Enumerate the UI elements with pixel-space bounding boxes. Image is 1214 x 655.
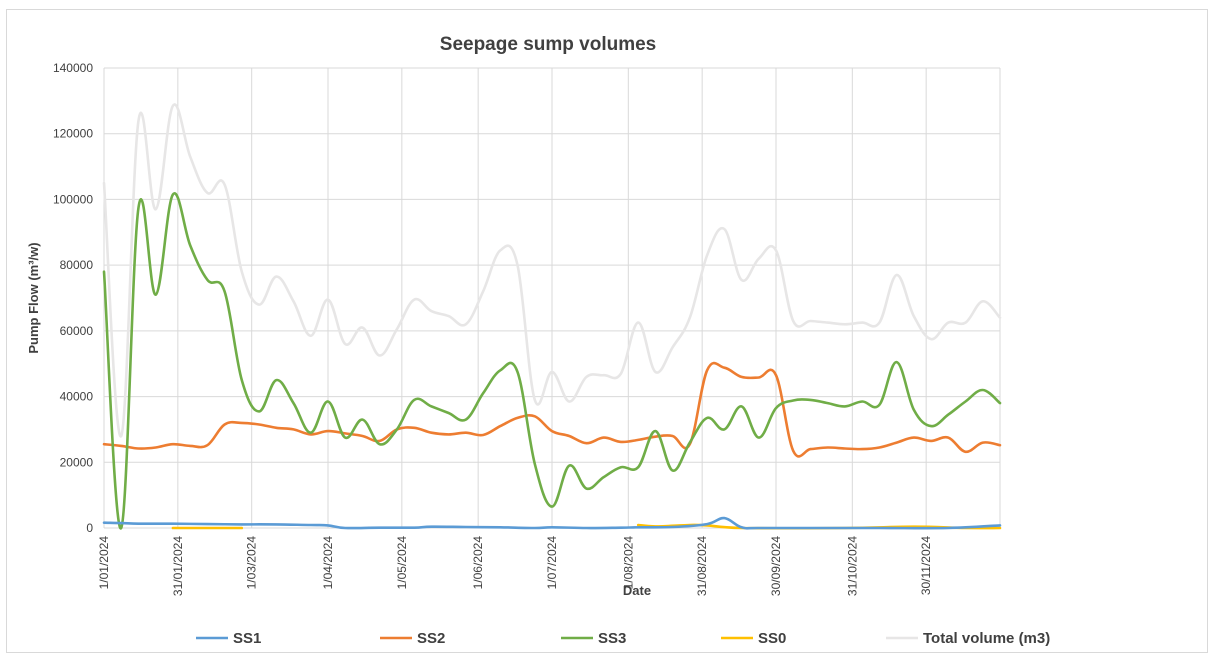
x-tick-label: 1/05/2024 [395, 536, 409, 590]
legend-label-ss0: SS0 [758, 630, 786, 647]
legend-label-ss2: SS2 [417, 630, 445, 647]
y-tick-label: 0 [86, 521, 93, 535]
y-tick-label: 120000 [53, 127, 93, 141]
y-tick-label: 140000 [53, 61, 93, 75]
y-axis-ticks: 0 20000 40000 60000 80000 100000 120000 140000 [53, 61, 93, 535]
x-tick-label: 1/08/2024 [621, 536, 635, 590]
x-axis-title: Date [623, 583, 651, 598]
x-tick-label: 1/06/2024 [471, 536, 485, 590]
series-lines [102, 103, 1002, 530]
series-line-total-volume-m3 [102, 103, 1002, 438]
y-tick-label: 40000 [60, 390, 94, 404]
legend-label-total-volume-m3: Total volume (m3) [923, 630, 1050, 647]
legend-label-ss3: SS3 [598, 630, 626, 647]
chart-title: Seepage sump volumes [440, 34, 656, 55]
y-tick-label: 100000 [53, 192, 93, 206]
x-tick-label: 1/01/2024 [97, 536, 111, 590]
x-tick-label: 30/09/2024 [769, 536, 783, 596]
y-tick-label: 20000 [60, 455, 94, 469]
series-line-ss1 [102, 516, 1002, 530]
legend: SS1 SS2 SS3 SS0 Total volume (m3) [196, 630, 1050, 647]
x-tick-label: 31/10/2024 [845, 536, 859, 596]
y-tick-label: 60000 [60, 324, 94, 338]
x-axis-ticks: 1/01/2024 31/01/2024 1/03/2024 1/04/2024 1/0… [97, 536, 933, 596]
y-axis-title: Pump Flow (m³/w) [26, 242, 41, 353]
series-line-ss2 [102, 361, 1002, 458]
x-tick-label: 31/08/2024 [695, 536, 709, 596]
legend-label-ss1: SS1 [233, 630, 261, 647]
x-tick-label: 1/03/2024 [245, 536, 259, 590]
x-tick-label: 30/11/2024 [919, 536, 933, 595]
series-line-ss3 [102, 192, 1002, 530]
x-tick-label: 31/01/2024 [171, 536, 185, 596]
gridlines [103, 67, 1001, 528]
x-tick-label: 1/04/2024 [321, 536, 335, 590]
x-tick-label: 1/07/2024 [545, 536, 559, 590]
y-tick-label: 80000 [60, 258, 94, 272]
